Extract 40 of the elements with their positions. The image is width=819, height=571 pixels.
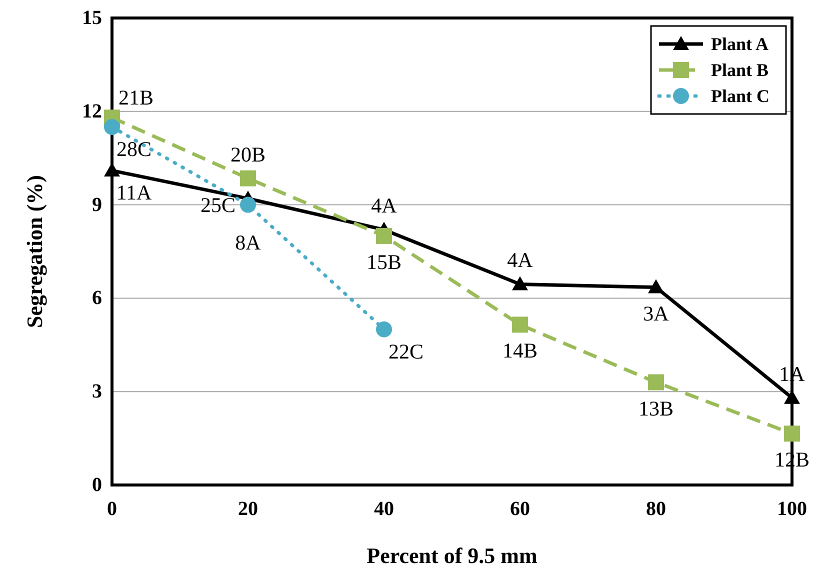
- y-tick-label: 0: [92, 474, 102, 496]
- point: [784, 426, 800, 442]
- annotation: 4A: [507, 248, 534, 272]
- annotation: 4A: [371, 194, 398, 218]
- x-tick-label: 100: [777, 498, 807, 520]
- legend-label: Plant A: [711, 34, 769, 54]
- y-tick-label: 15: [82, 7, 102, 29]
- x-tick-label: 40: [374, 498, 394, 520]
- annotation: 22C: [388, 339, 424, 364]
- x-axis-title: Percent of 9.5 mm: [366, 543, 538, 568]
- point: [648, 279, 664, 294]
- annotation: 28C: [116, 136, 152, 161]
- y-tick-label: 3: [92, 380, 102, 403]
- annotation: 11A: [116, 180, 153, 205]
- x-tick-label: 0: [107, 498, 117, 520]
- annotation: 20B: [230, 142, 266, 166]
- legend-label: Plant C: [711, 86, 770, 106]
- annotation: 13B: [638, 396, 674, 420]
- point: [240, 196, 256, 213]
- annotation: 14B: [502, 338, 538, 363]
- annotation: 25C: [200, 192, 236, 217]
- point: [512, 316, 528, 333]
- x-tick-label: 80: [646, 498, 666, 520]
- y-tick-label: 12: [82, 100, 102, 122]
- y-tick-label: 9: [92, 194, 102, 216]
- y-axis-title: Segregation (%): [22, 175, 47, 328]
- point: [512, 276, 528, 290]
- legend-label: Plant B: [711, 60, 769, 80]
- x-tick-label: 60: [510, 498, 530, 520]
- annotation: 8A: [235, 230, 262, 255]
- y-tick-label: 6: [92, 287, 102, 310]
- point: [376, 321, 392, 338]
- point: [376, 228, 392, 244]
- point: [104, 118, 120, 135]
- annotation: 21B: [118, 86, 154, 110]
- point: [240, 170, 256, 186]
- annotation: 15B: [366, 250, 402, 274]
- point: [648, 374, 664, 390]
- x-tick-label: 20: [238, 498, 258, 520]
- annotation: 3A: [643, 301, 670, 326]
